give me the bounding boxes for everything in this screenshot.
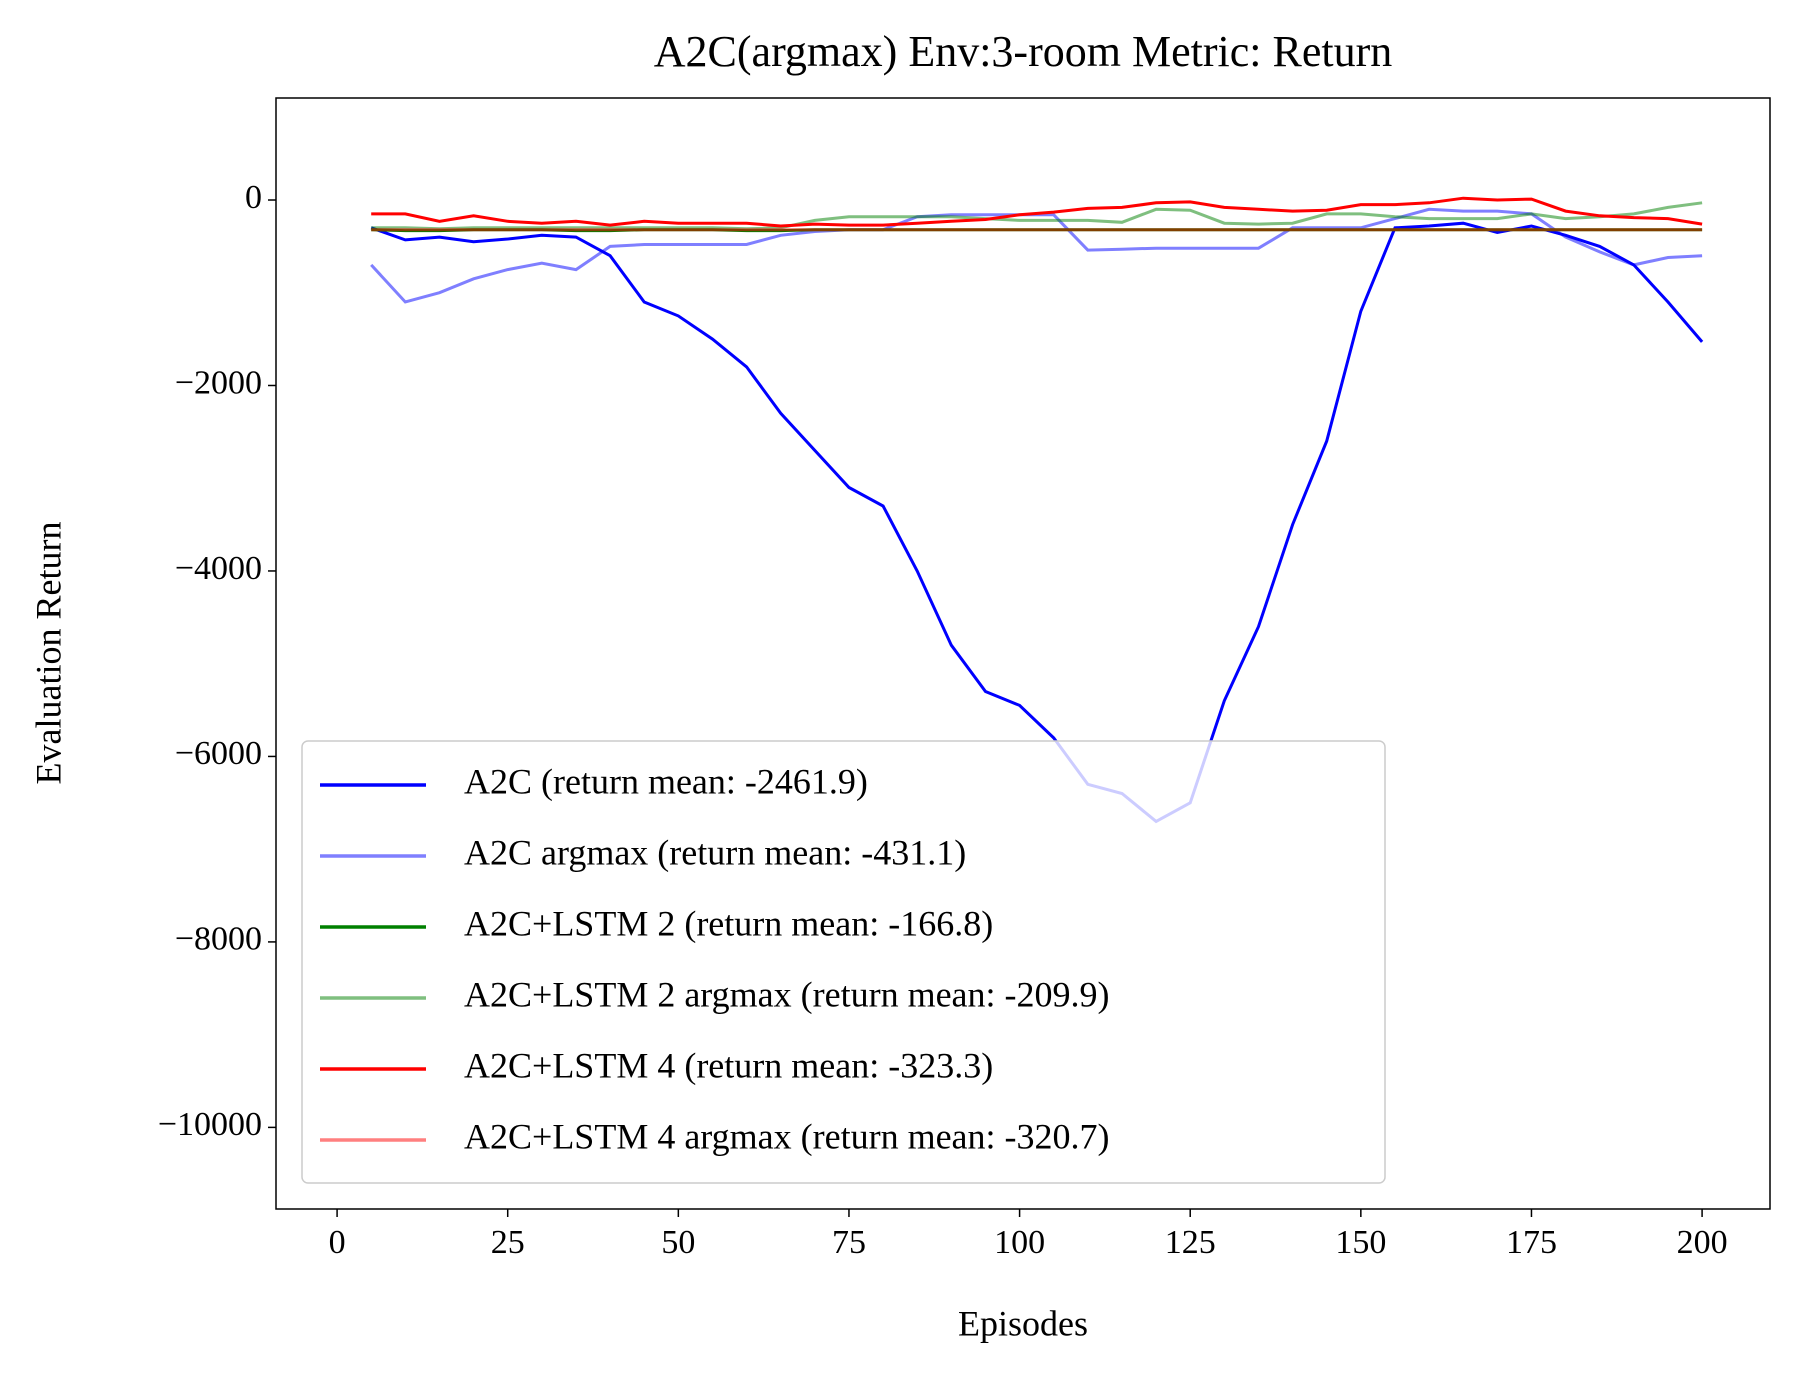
y-tick-label: −2000 bbox=[175, 364, 262, 401]
y-tick-label: −6000 bbox=[175, 735, 262, 772]
x-tick-label: 25 bbox=[491, 1224, 525, 1261]
x-tick-label: 0 bbox=[329, 1224, 346, 1261]
series-line bbox=[370, 207, 1703, 304]
x-tick-label: 50 bbox=[661, 1224, 695, 1261]
x-tick-label: 125 bbox=[1165, 1224, 1216, 1261]
legend-label: A2C argmax (return mean: -431.1) bbox=[464, 832, 966, 872]
plot-frame bbox=[275, 97, 1771, 1210]
legend-label: A2C+LSTM 2 (return mean: -166.8) bbox=[464, 903, 993, 943]
legend-label: A2C+LSTM 4 argmax (return mean: -320.7) bbox=[464, 1116, 1110, 1156]
legend-label: A2C (return mean: -2461.9) bbox=[464, 761, 868, 801]
chart-title: A2C(argmax) Env:3-room Metric: Return bbox=[654, 27, 1392, 76]
x-tick-label: 175 bbox=[1506, 1224, 1557, 1261]
y-axis-label: Evaluation Return bbox=[28, 522, 68, 785]
y-tick-label: 0 bbox=[245, 179, 262, 216]
x-tick-label: 100 bbox=[994, 1224, 1045, 1261]
legend-label: A2C+LSTM 2 argmax (return mean: -209.9) bbox=[464, 974, 1110, 1014]
legend-box bbox=[301, 740, 1386, 1184]
y-tick-label: −4000 bbox=[175, 550, 262, 587]
x-tick-label: 200 bbox=[1677, 1224, 1728, 1261]
x-tick-label: 150 bbox=[1335, 1224, 1386, 1261]
y-tick-label: −10000 bbox=[158, 1106, 262, 1143]
series-line bbox=[370, 221, 1704, 824]
x-tick-label: 75 bbox=[832, 1224, 866, 1261]
y-tick-label: −8000 bbox=[175, 921, 262, 958]
x-axis-label: Episodes bbox=[958, 1303, 1088, 1343]
series-line bbox=[371, 201, 1703, 231]
series-line bbox=[371, 196, 1703, 228]
legend-label: A2C+LSTM 4 (return mean: -323.3) bbox=[464, 1045, 993, 1085]
